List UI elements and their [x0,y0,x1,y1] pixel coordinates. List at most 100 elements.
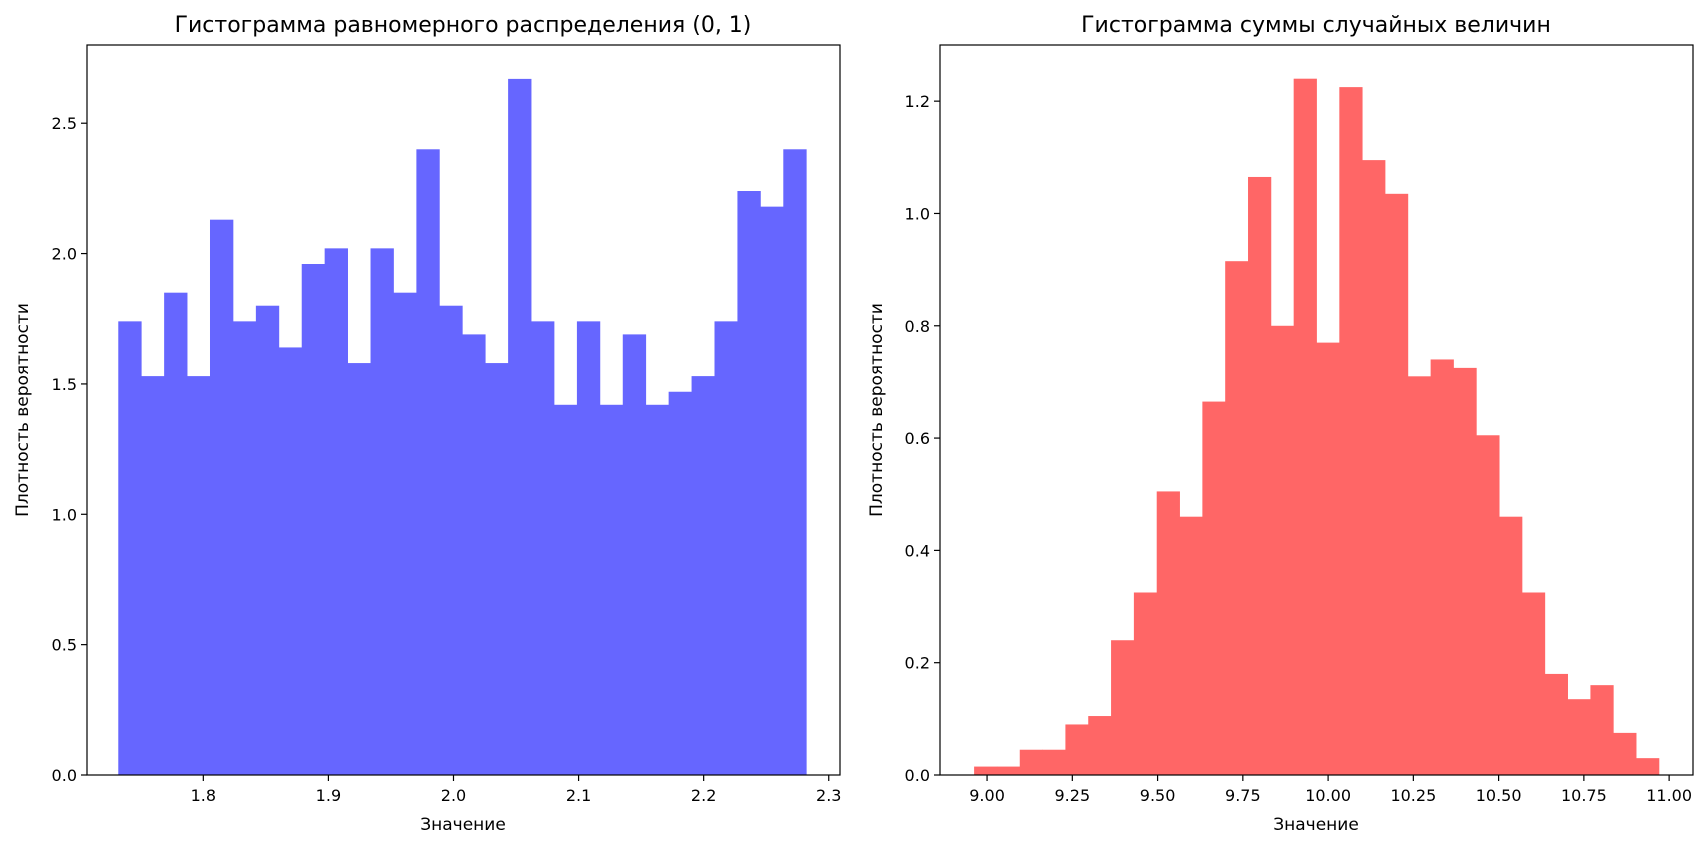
histogram-bar [370,248,394,775]
y-tick-label: 1.0 [905,204,930,223]
histogram-bar [1019,749,1043,775]
histogram-bar [1293,78,1317,775]
histogram-bar [622,334,647,775]
histogram-bar [1362,160,1386,776]
x-tick-label: 2.2 [691,786,716,805]
histogram-bar [1111,640,1135,775]
x-axis-label: Значение [420,815,506,835]
histogram-bar [1248,176,1272,775]
x-axis-ticks: 1.8 1.9 2.0 2.1 2.2 2.3 [191,775,841,805]
histogram-bar [324,248,348,775]
histogram-bar [1407,376,1432,775]
x-tick-label: 11.00 [1646,786,1692,805]
histogram-bar [1156,491,1180,775]
histogram-bar [416,149,440,776]
histogram-bar [278,347,303,775]
x-tick-label: 2.1 [566,786,591,805]
sum-histogram-chart: Гистограмма суммы случайных величин 9.00… [867,13,1694,835]
y-tick-label: 1.2 [905,92,930,111]
histogram-bar [393,292,417,775]
x-tick-label: 1.8 [191,786,216,805]
x-tick-label: 10.75 [1561,786,1607,805]
histogram-bar [1567,699,1591,775]
histogram-bar [1476,435,1500,775]
y-axis-label: Плотность вероятности [13,303,33,517]
histogram-bar [1613,732,1637,775]
y-tick-label: 1.0 [52,505,77,524]
x-tick-label: 2.0 [441,786,466,805]
histogram-bar [1384,193,1409,776]
x-tick-label: 1.9 [316,786,341,805]
y-tick-label: 0.0 [905,766,930,785]
x-axis-ticks: 9.00 9.25 9.50 9.75 10.00 10.25 10.50 10.75 11.0… [969,775,1692,805]
histogram-bar [462,334,486,775]
histogram-bar [714,321,738,775]
histogram-bar [1065,724,1089,775]
histogram-bar [1133,592,1158,775]
histogram-bar [1453,367,1477,775]
histogram-bar [485,363,509,775]
histogram-bar [691,376,715,775]
y-tick-label: 0.0 [52,766,77,785]
histogram-bar [996,766,1021,775]
y-tick-label: 0.5 [52,636,77,655]
histogram-bar [645,404,670,775]
histogram-bar [347,363,371,775]
y-tick-label: 0.6 [905,429,930,448]
histogram-bar [301,264,326,775]
histogram-bar [1225,261,1249,775]
histogram-bar [164,292,188,775]
bars [974,78,1660,776]
histogram-bar [531,321,555,775]
x-tick-label: 9.75 [1225,786,1261,805]
x-tick-label: 2.3 [816,786,841,805]
y-tick-label: 2.5 [52,114,77,133]
histogram-bar [974,766,998,775]
histogram-bar [737,191,761,775]
histogram-bar [1544,673,1568,775]
histogram-bar [1270,325,1295,775]
y-axis-ticks: 0.0 0.2 0.4 0.6 0.8 1.0 1.2 [905,92,940,785]
x-tick-label: 9.25 [1055,786,1091,805]
uniform-histogram-chart: Гистограмма равномерного распределения (… [13,13,841,835]
histogram-bar [209,219,234,775]
x-tick-label: 10.50 [1476,786,1522,805]
x-tick-label: 9.50 [1140,786,1176,805]
histogram-bar [1430,359,1454,775]
y-axis-label: Плотность вероятности [867,303,887,517]
histogram-bar [439,305,463,775]
histogram-bar [1499,516,1523,775]
histogram-bar [255,305,280,775]
y-axis-ticks: 0.0 0.5 1.0 1.5 2.0 2.5 [52,114,87,785]
histogram-bar [1636,758,1660,775]
histogram-bar [1179,516,1203,775]
histogram-bar [576,321,601,775]
plot-frame [939,44,1694,776]
histogram-bar [1521,592,1546,775]
chart-title: Гистограмма равномерного распределения (… [175,13,752,38]
histogram-bar [1316,342,1340,775]
y-tick-label: 0.4 [905,541,930,560]
histogram-bar [187,376,211,775]
x-tick-label: 10.00 [1305,786,1351,805]
y-tick-label: 1.5 [52,375,77,394]
histogram-bar [553,404,578,775]
histogram-bar [118,321,142,775]
y-tick-label: 2.0 [52,245,77,264]
x-axis-label: Значение [1273,815,1359,835]
x-tick-label: 10.25 [1390,786,1436,805]
histogram-bar [1590,685,1614,775]
histogram-bar [1042,749,1066,775]
chart-title: Гистограмма суммы случайных величин [1081,13,1551,38]
histogram-bar [599,404,624,775]
histogram-bar [1088,716,1112,775]
y-tick-label: 0.8 [905,317,930,336]
histogram-bar [1339,87,1363,776]
histogram-bar [783,149,807,776]
y-tick-label: 0.2 [905,654,930,673]
histogram-bar [1202,401,1226,775]
histogram-bar [668,391,692,775]
histogram-bar [508,78,532,775]
plot-frame [86,44,841,776]
